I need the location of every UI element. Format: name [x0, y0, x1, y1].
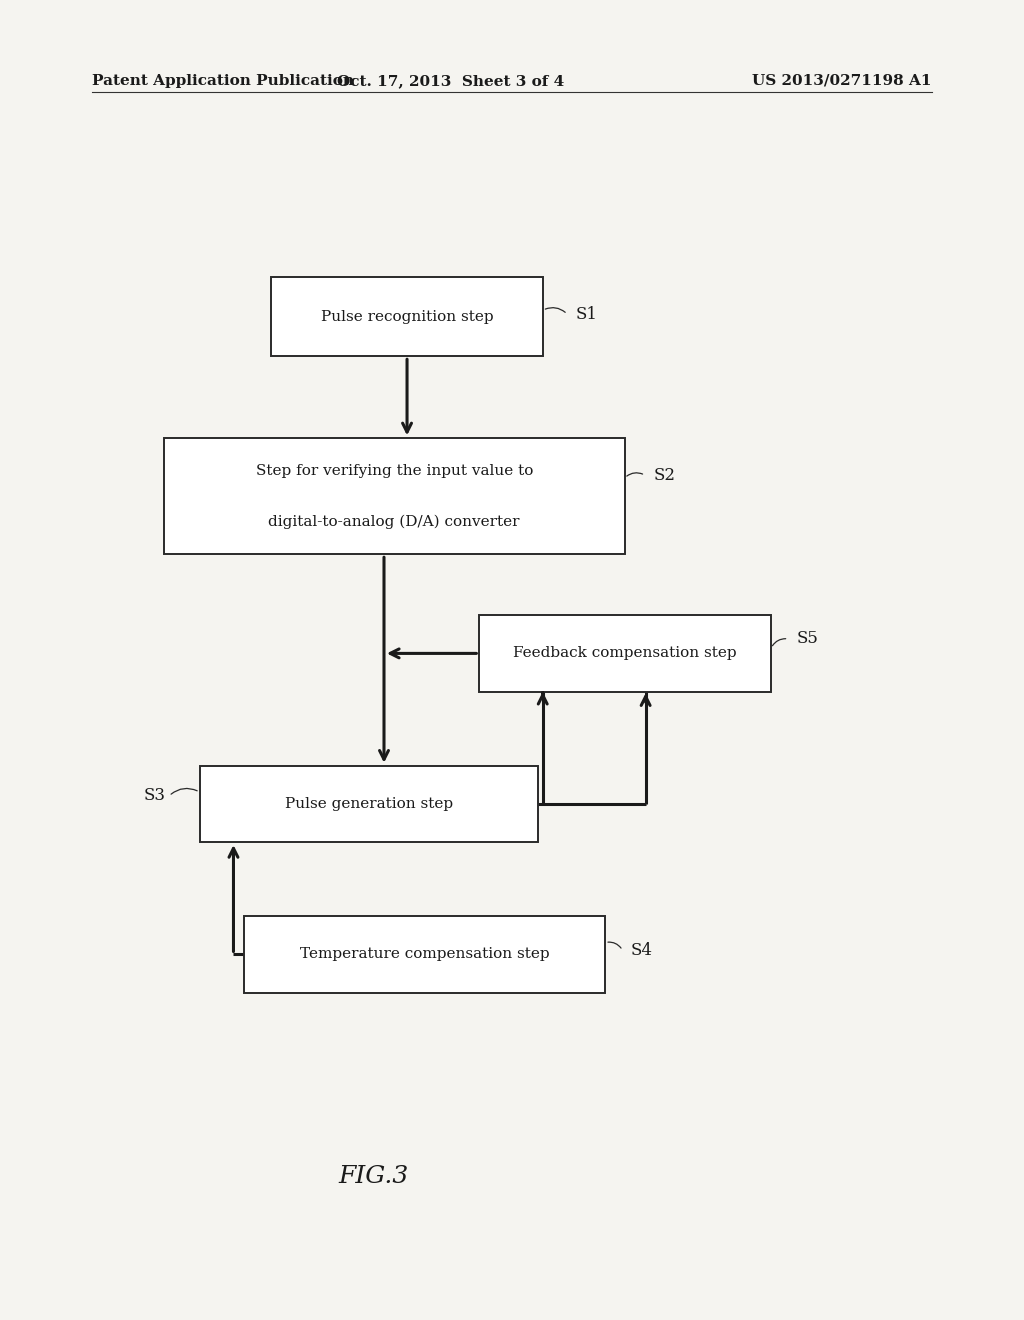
Bar [271, 277, 543, 356]
Text: Step for verifying the input value to: Step for verifying the input value to [256, 463, 532, 478]
Text: US 2013/0271198 A1: US 2013/0271198 A1 [753, 74, 932, 88]
Text: S4: S4 [631, 942, 652, 958]
Bar [164, 438, 625, 554]
Text: S3: S3 [143, 788, 165, 804]
Text: FIG.3: FIG.3 [339, 1166, 409, 1188]
Text: S2: S2 [653, 467, 675, 483]
Text: Temperature compensation step: Temperature compensation step [300, 948, 549, 961]
Text: Pulse recognition step: Pulse recognition step [321, 310, 494, 323]
Bar [244, 916, 605, 993]
Text: Pulse generation step: Pulse generation step [285, 797, 453, 810]
Text: S1: S1 [575, 306, 597, 322]
Text: Feedback compensation step: Feedback compensation step [513, 647, 737, 660]
Text: Patent Application Publication: Patent Application Publication [92, 74, 354, 88]
Text: digital-to-analog (D/A) converter: digital-to-analog (D/A) converter [268, 515, 520, 529]
Bar [479, 615, 771, 692]
Bar [200, 766, 538, 842]
Text: S5: S5 [797, 631, 818, 647]
Text: Oct. 17, 2013  Sheet 3 of 4: Oct. 17, 2013 Sheet 3 of 4 [337, 74, 564, 88]
